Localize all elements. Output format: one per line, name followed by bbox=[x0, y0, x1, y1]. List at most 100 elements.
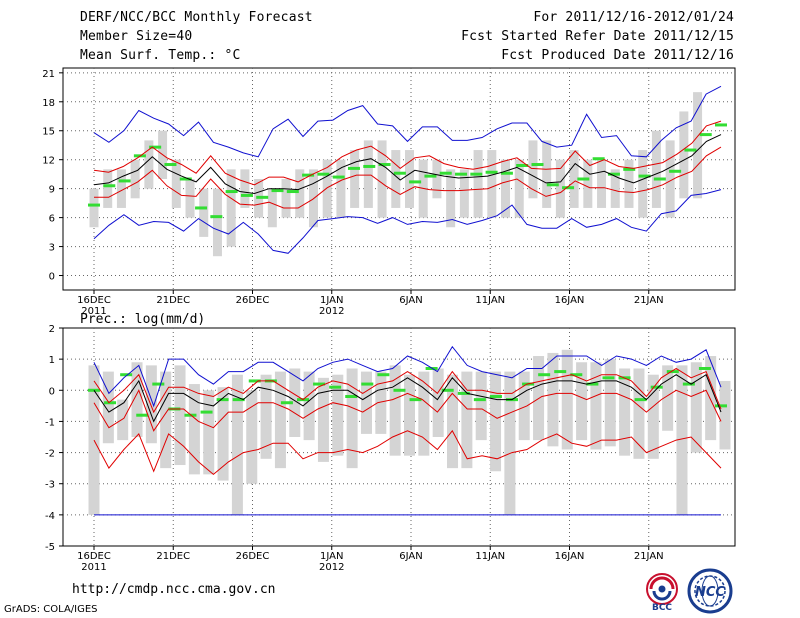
prec-spread-box bbox=[490, 371, 502, 472]
prec-spread-box bbox=[705, 356, 717, 441]
prec-spread-box bbox=[432, 368, 444, 437]
temp-ytick-label: 12 bbox=[42, 156, 55, 167]
ncc-logo: NCC bbox=[687, 568, 733, 614]
prec-spread-box bbox=[160, 371, 172, 469]
forecast-started-label: Fcst Started Refer Date 2011/12/15 bbox=[461, 29, 734, 44]
prec-spread-box bbox=[217, 387, 229, 481]
temp-spread-box bbox=[377, 140, 387, 218]
prec-ytick-label: -3 bbox=[45, 480, 55, 491]
temp-year-label: 2011 bbox=[81, 306, 106, 317]
prec-ytick-label: -2 bbox=[45, 449, 55, 460]
temp-spread-box bbox=[528, 140, 538, 199]
temp-spread-box bbox=[363, 140, 373, 208]
temp-spread-box bbox=[240, 169, 250, 208]
prec-spread-box bbox=[447, 374, 459, 469]
prec-spread-box bbox=[504, 371, 516, 515]
temp-spread-box bbox=[459, 169, 469, 218]
temp-spread-box bbox=[103, 169, 113, 208]
prec-ytick-label: 1 bbox=[49, 355, 55, 366]
prec-spread-box bbox=[203, 390, 215, 475]
temp-lower-line bbox=[94, 146, 722, 209]
temperature-variable-label: Mean Surf. Temp.: °C bbox=[80, 48, 241, 63]
temp-xtick-label: 21DEC bbox=[156, 295, 190, 306]
temp-xtick-label: 11JAN bbox=[475, 295, 505, 306]
temp-spread-box bbox=[501, 159, 511, 218]
prec-spread-box bbox=[303, 371, 315, 441]
prec-spread-box bbox=[145, 365, 157, 444]
temp-spread-box bbox=[624, 159, 634, 208]
temp-spread-box bbox=[350, 150, 360, 208]
prec-spread-box bbox=[360, 371, 372, 434]
prec-spread-box bbox=[188, 384, 200, 475]
prec-spread-box bbox=[389, 365, 401, 456]
prec-spread-box bbox=[518, 371, 530, 441]
temp-spread-box bbox=[144, 140, 154, 189]
temp-spread-box bbox=[473, 150, 483, 218]
prec-xtick-label: 26DEC bbox=[236, 551, 270, 562]
prec-spread-box bbox=[561, 349, 573, 450]
prec-spread-box bbox=[604, 359, 616, 447]
temp-ytick-label: 15 bbox=[42, 127, 55, 138]
prec-xtick-label: 16JAN bbox=[555, 551, 585, 562]
forecast-produced-label: Fcst Produced Date 2011/12/16 bbox=[501, 48, 734, 63]
temp-ytick-label: 6 bbox=[49, 214, 55, 225]
grads-credit: GrADS: COLA/IGES bbox=[4, 604, 98, 615]
temp-spread-box bbox=[693, 92, 703, 199]
prec-lower-line bbox=[93, 389, 722, 432]
temp-spread-box bbox=[89, 188, 99, 228]
prec-min-line bbox=[93, 429, 722, 476]
temp-xtick-label: 16JAN bbox=[555, 295, 585, 306]
member-size-label: Member Size=40 bbox=[80, 29, 193, 44]
prec-ytick-label: 0 bbox=[49, 386, 55, 397]
prec-mean-line bbox=[93, 373, 722, 423]
prec-ytick-label: -4 bbox=[45, 511, 55, 522]
temp-spread-box bbox=[405, 150, 414, 208]
temp-ytick-label: 9 bbox=[49, 185, 55, 196]
bcc-logo-text: BCC bbox=[652, 603, 672, 612]
prec-spread-box bbox=[131, 362, 143, 437]
source-url[interactable]: http://cmdp.ncc.cma.gov.cn bbox=[72, 582, 276, 597]
temp-spread-box bbox=[130, 159, 140, 199]
temp-spread-box bbox=[185, 179, 195, 218]
temp-spread-box bbox=[555, 159, 565, 218]
temp-xtick-label: 21JAN bbox=[634, 295, 664, 306]
prec-spread-box bbox=[317, 377, 329, 462]
temp-spread-box bbox=[116, 169, 126, 208]
temp-spread-box bbox=[171, 159, 181, 208]
temp-spread-box bbox=[391, 150, 401, 208]
temp-ytick-label: 0 bbox=[49, 272, 55, 283]
temp-spread-box bbox=[665, 140, 675, 218]
prec-xtick-label: 21DEC bbox=[156, 551, 190, 562]
temp-spread-box bbox=[226, 169, 236, 247]
temp-year-label: 2012 bbox=[319, 306, 344, 317]
prec-spread-box bbox=[576, 362, 588, 441]
temp-ytick-label: 18 bbox=[42, 98, 55, 109]
precip-variable-label: Prec.: log(mm/d) bbox=[80, 312, 205, 327]
chart-title: DERF/NCC/BCC Monthly Forecast bbox=[80, 10, 313, 25]
prec-spread-box bbox=[619, 368, 631, 456]
prec-spread-box bbox=[289, 368, 301, 437]
prec-ytick-label: -5 bbox=[45, 542, 55, 553]
temp-spread-box bbox=[267, 188, 277, 228]
prec-xtick-label: 11JAN bbox=[475, 551, 505, 562]
temp-spread-box bbox=[610, 169, 620, 208]
temp-spread-box bbox=[569, 150, 579, 208]
prec-spread-box bbox=[404, 374, 415, 456]
prec-spread-box bbox=[375, 371, 387, 434]
prec-spread-box bbox=[260, 374, 272, 459]
temp-spread-box bbox=[542, 140, 552, 208]
temp-spread-box bbox=[281, 179, 291, 218]
prec-plot-frame bbox=[62, 327, 736, 547]
temp-spread-box bbox=[679, 111, 689, 199]
prec-spread-box bbox=[676, 365, 688, 515]
temp-upper-line bbox=[93, 120, 722, 186]
prec-year-label: 2011 bbox=[81, 562, 106, 573]
prec-spread-box bbox=[246, 390, 258, 484]
prec-xtick-label: 1JAN bbox=[320, 551, 343, 562]
temp-spread-box bbox=[514, 159, 524, 218]
prec-spread-box bbox=[475, 371, 487, 441]
temp-spread-box bbox=[597, 159, 607, 208]
temp-spread-box bbox=[638, 150, 648, 218]
temp-spread-box bbox=[322, 159, 332, 218]
